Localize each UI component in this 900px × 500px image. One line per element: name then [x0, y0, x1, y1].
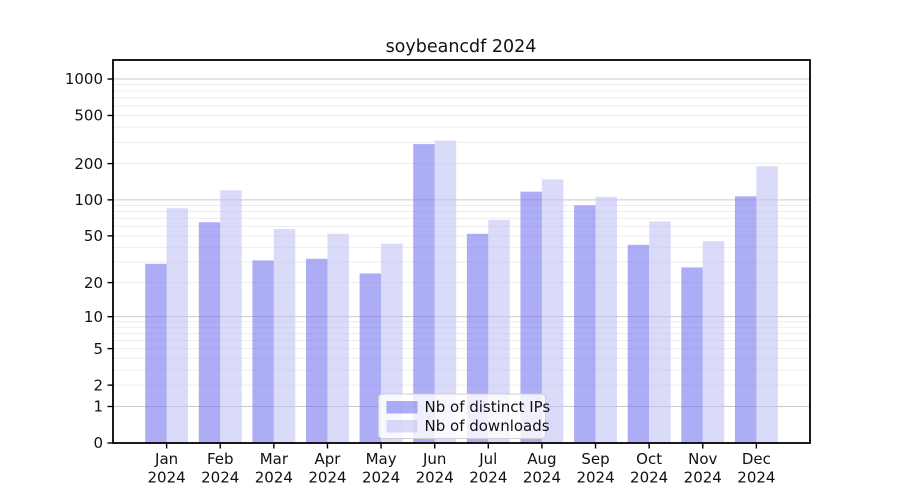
- x-tick-label-month: Sep: [581, 450, 609, 468]
- plot-border: [112, 59, 811, 444]
- legend-swatch-distinct-ips: [386, 401, 418, 414]
- x-tick-label-month: Oct: [636, 450, 662, 468]
- legend-box: [378, 393, 546, 439]
- bar-downloads: [327, 233, 349, 443]
- x-tick-label-month: Dec: [742, 450, 771, 468]
- x-tick-label-month: Apr: [314, 450, 341, 468]
- y-tick-label: 5: [93, 340, 103, 358]
- bar-downloads: [434, 140, 457, 443]
- axis-labels: 01251020501002005001000Jan2024Feb2024Mar…: [65, 70, 776, 486]
- bar-downloads: [541, 179, 564, 443]
- bar-distinct-ips: [681, 267, 703, 443]
- bar-downloads: [702, 241, 725, 443]
- x-tick-label-year: 2024: [469, 469, 507, 487]
- x-tick-label-year: 2024: [362, 469, 400, 487]
- bar-distinct-ips: [359, 273, 382, 443]
- x-tick-label-month: Aug: [527, 450, 556, 468]
- bar-downloads: [488, 219, 510, 443]
- bar-distinct-ips: [413, 144, 435, 443]
- axis-ticks: [107, 78, 758, 449]
- bar-downloads: [220, 190, 242, 443]
- x-tick-label-month: Mar: [260, 450, 289, 468]
- bar-downloads: [166, 208, 189, 443]
- x-tick-label-year: 2024: [684, 469, 722, 487]
- x-tick-label-year: 2024: [148, 469, 186, 487]
- bar-downloads: [756, 166, 778, 443]
- x-tick-label-month: Jun: [422, 450, 446, 468]
- y-tick-label: 50: [84, 227, 103, 245]
- x-tick-label-year: 2024: [308, 469, 346, 487]
- legend-label-distinct-ips: Nb of distinct IPs: [425, 398, 551, 416]
- x-tick-label-year: 2024: [416, 469, 454, 487]
- bar-distinct-ips: [734, 196, 757, 443]
- x-tick-label-month: Feb: [207, 450, 234, 468]
- bar-downloads: [595, 196, 617, 443]
- x-tick-label-year: 2024: [201, 469, 239, 487]
- bar-distinct-ips: [198, 222, 221, 443]
- bar-distinct-ips: [252, 260, 274, 443]
- y-tick-label: 20: [84, 274, 103, 292]
- bar-downloads: [273, 229, 296, 443]
- bar-distinct-ips: [574, 205, 596, 443]
- bar-distinct-ips: [306, 258, 328, 443]
- bar-distinct-ips: [466, 233, 489, 443]
- x-tick-label-year: 2024: [255, 469, 293, 487]
- y-tick-label: 1: [93, 398, 103, 416]
- bar-downloads: [381, 243, 403, 443]
- y-tick-label: 100: [74, 191, 103, 209]
- y-tick-label: 10: [84, 308, 103, 326]
- x-tick-label-month: Nov: [688, 450, 717, 468]
- x-tick-label-year: 2024: [523, 469, 561, 487]
- x-tick-label-year: 2024: [630, 469, 668, 487]
- legend-swatch-downloads: [386, 420, 418, 433]
- y-tick-label: 500: [74, 107, 103, 125]
- x-tick-label-year: 2024: [576, 469, 614, 487]
- bar-downloads: [649, 221, 671, 443]
- bars-layer: [145, 140, 778, 443]
- legend-label-downloads: Nb of downloads: [425, 417, 550, 435]
- x-tick-label-month: Jul: [478, 450, 497, 468]
- bar-distinct-ips: [145, 263, 167, 443]
- bar-distinct-ips: [520, 191, 542, 443]
- y-tick-label: 0: [93, 434, 103, 452]
- y-tick-label: 2: [93, 376, 103, 394]
- y-tick-label: 200: [74, 155, 103, 173]
- x-tick-label-month: May: [366, 450, 397, 468]
- chart-title: soybeancdf 2024: [386, 37, 537, 57]
- x-tick-label-month: Jan: [154, 450, 178, 468]
- y-tick-label: 1000: [65, 70, 103, 88]
- x-tick-label-year: 2024: [737, 469, 775, 487]
- bar-distinct-ips: [627, 244, 650, 443]
